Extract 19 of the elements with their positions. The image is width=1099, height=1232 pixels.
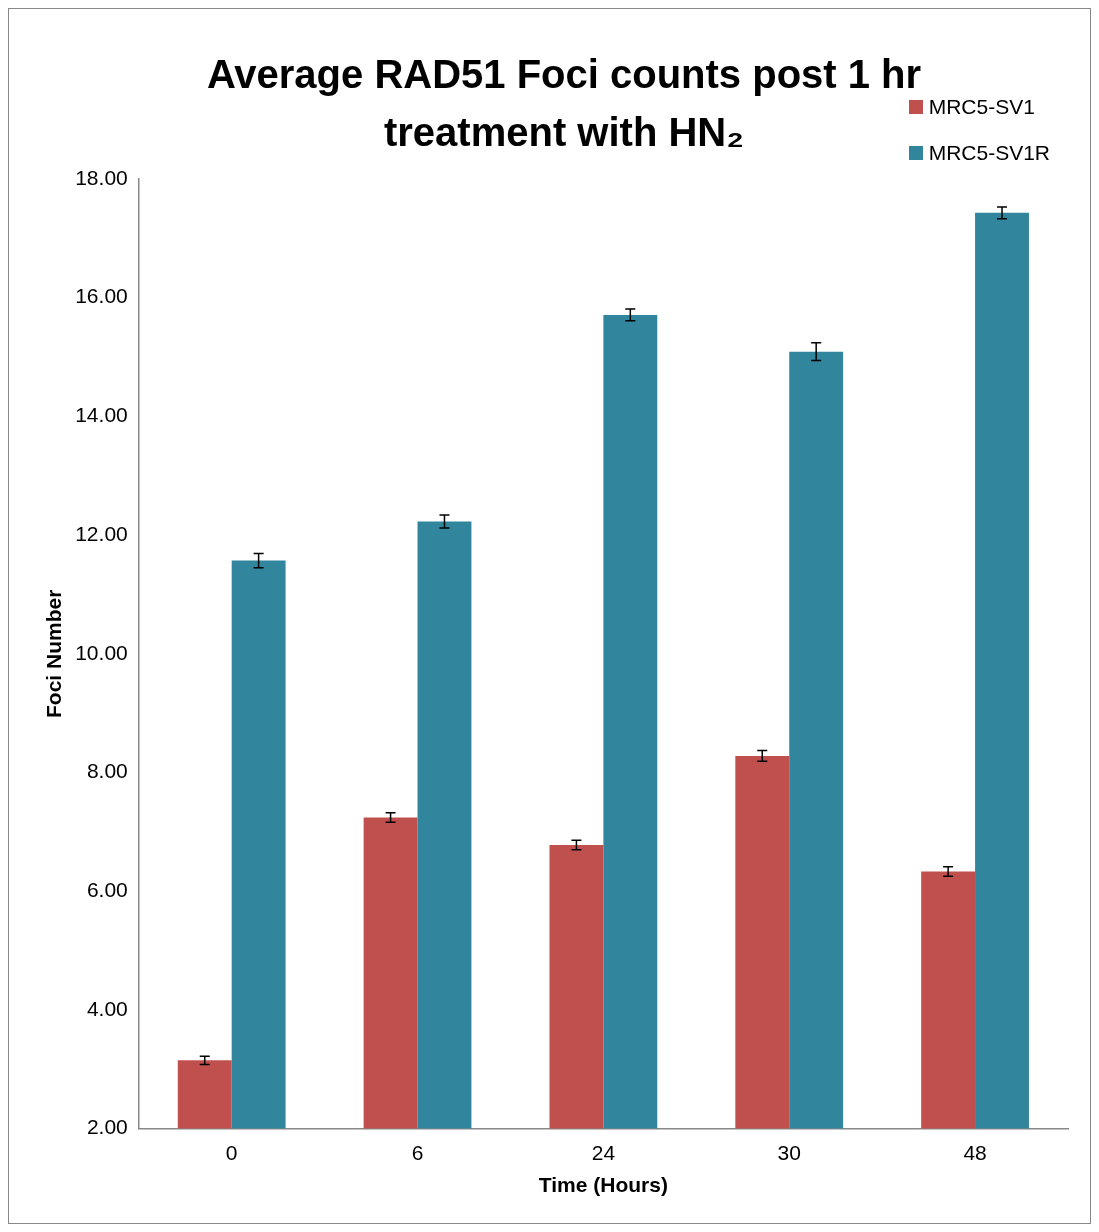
x-tick-label: 24 [591, 1141, 616, 1164]
y-tick-label: 18.00 [75, 165, 128, 189]
x-tick-label: 0 [225, 1141, 238, 1164]
y-tick-label: 6.00 [86, 878, 128, 901]
x-tick-label: 6 [411, 1141, 424, 1164]
y-tick-label: 14.00 [75, 403, 128, 427]
y-tick-label: 2.00 [86, 1115, 128, 1139]
legend-label: MRC5-SV1 [928, 95, 1035, 119]
x-axis-title: Time (Hours) [538, 1173, 668, 1197]
y-tick-label: 8.00 [86, 759, 128, 783]
chart-title: Average RAD51 Foci counts post 1 hr treatment with HN₂ [206, 52, 922, 154]
y-tick-label: 16.00 [75, 284, 128, 308]
y-tick-label: 4.00 [86, 996, 128, 1020]
y-axis-title: Foci Number [42, 589, 66, 718]
y-tick-label: 12.00 [75, 521, 128, 545]
y-tick-label: 10.00 [75, 640, 128, 664]
x-tick-label: 48 [963, 1141, 987, 1164]
legend-label: MRC5-SV1R [928, 141, 1050, 165]
x-tick-label: 30 [777, 1141, 801, 1164]
